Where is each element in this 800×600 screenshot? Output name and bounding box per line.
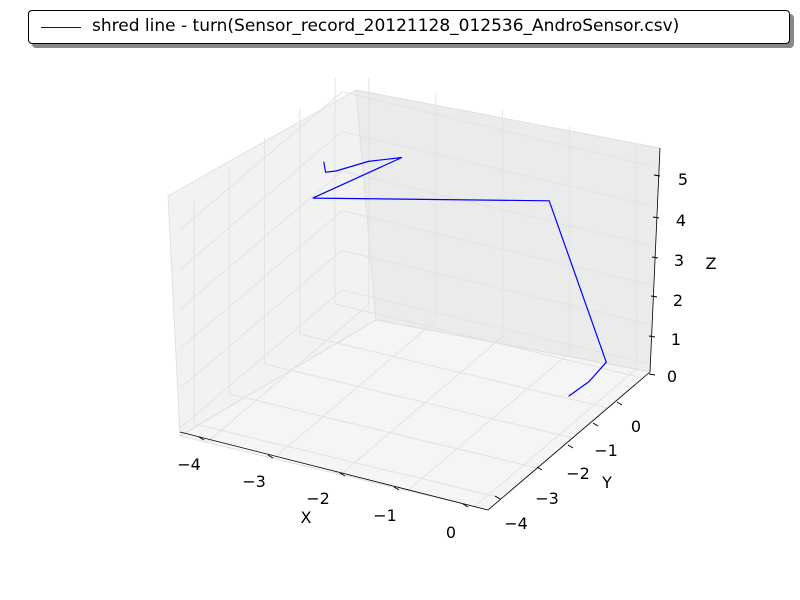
z-tick-label: 0 — [667, 367, 677, 386]
y-tick-marks — [494, 401, 623, 500]
x-tick-label: 0 — [446, 523, 456, 542]
legend-label: shred line - turn(Sensor_record_20121128… — [92, 16, 680, 36]
legend-box: shred line - turn(Sensor_record_20121128… — [28, 10, 790, 44]
y-tick-label: −1 — [594, 441, 618, 460]
x-tick-label: −1 — [373, 506, 397, 525]
y-tick-label: −2 — [566, 464, 590, 483]
z-axis-label: Z — [706, 254, 717, 273]
y-axis-line — [487, 371, 651, 511]
z-tick-labels: 0 1 2 3 4 5 — [667, 170, 688, 386]
gridline — [179, 91, 343, 231]
x-tick-label: −4 — [177, 455, 201, 474]
gridline — [179, 289, 343, 429]
legend: shred line - turn(Sensor_record_20121128… — [28, 10, 794, 48]
z-tick-marks — [648, 174, 661, 376]
z-tick-label: 2 — [673, 291, 683, 310]
gridline — [206, 304, 370, 443]
gridline — [264, 363, 573, 439]
z-tick-label: 5 — [678, 170, 688, 189]
x-tick-label: −3 — [242, 472, 266, 491]
y-tick-label: −4 — [504, 514, 528, 533]
y-axis-label: Y — [601, 473, 612, 492]
gridline — [334, 303, 644, 379]
series-line — [312, 156, 607, 397]
gridline — [299, 333, 608, 409]
gridline — [341, 130, 651, 206]
x-axis-line — [179, 431, 489, 511]
gridline — [407, 352, 570, 492]
gridline — [341, 289, 651, 365]
x-tick-labels: −4 −3 −2 −1 0 — [177, 455, 456, 542]
x-axis-label: X — [301, 508, 312, 527]
z-axis-line — [649, 147, 661, 373]
gridline — [179, 210, 343, 350]
y-tick-labels: −4 −3 −2 −1 0 — [504, 417, 641, 533]
z-tick-label: 4 — [676, 211, 686, 230]
x-tick-marks — [198, 436, 469, 508]
y-tick-label: 0 — [631, 417, 641, 436]
gridline — [341, 170, 651, 246]
gridline — [179, 170, 343, 310]
gridline — [193, 423, 503, 499]
y-tick-label: −3 — [535, 489, 559, 508]
x-tick-label: −2 — [306, 489, 330, 508]
gridline — [340, 336, 504, 475]
z-tick-label: 3 — [674, 251, 684, 270]
legend-line-swatch — [41, 27, 81, 28]
gridline — [341, 249, 651, 325]
gridline — [474, 368, 637, 508]
gridline — [273, 320, 437, 459]
gridline — [179, 131, 343, 270]
gridlines — [179, 78, 651, 508]
gridline — [179, 250, 343, 389]
gridline — [341, 91, 651, 167]
z-tick-label: 1 — [671, 330, 681, 349]
gridline — [229, 393, 538, 469]
gridline — [341, 210, 651, 286]
